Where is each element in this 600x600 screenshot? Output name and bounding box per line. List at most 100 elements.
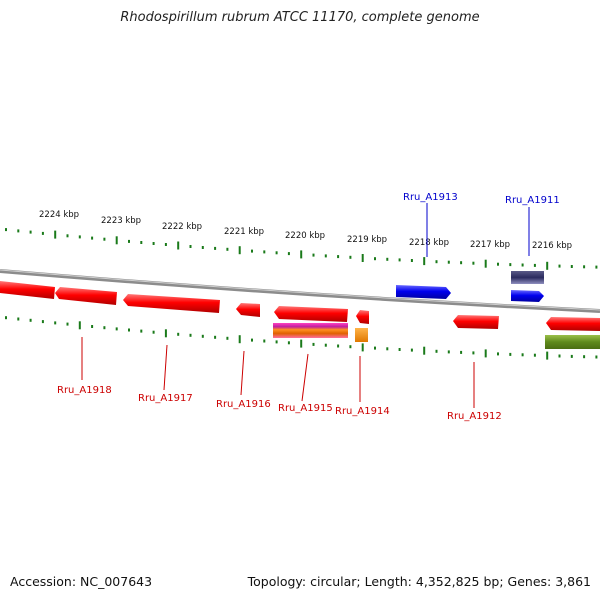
minor-tick	[595, 355, 598, 359]
minor-tick	[226, 247, 229, 251]
minor-tick	[17, 229, 20, 233]
gene-arrow-rru-a1914[interactable]	[356, 310, 369, 324]
gene-arrow-rru-a1912[interactable]	[453, 315, 499, 329]
major-tick	[238, 335, 241, 344]
minor-tick	[17, 317, 20, 321]
minor-tick	[324, 254, 327, 258]
gene-arrow-rru-a1911[interactable]	[511, 290, 544, 302]
feature-olive[interactable]	[545, 335, 600, 349]
minor-tick	[398, 348, 401, 351]
minor-tick	[497, 262, 499, 266]
major-tick	[300, 339, 303, 348]
minor-tick	[435, 260, 438, 264]
minor-tick	[128, 239, 130, 243]
tick-label: 2223 kbp	[101, 216, 141, 226]
minor-tick	[521, 353, 524, 357]
minor-tick	[312, 342, 315, 346]
minor-tick	[152, 242, 155, 245]
tick-labels: 2224 kbp 2223 kbp 2222 kbp 2221 kbp 2220…	[39, 210, 572, 251]
minor-tick	[201, 334, 204, 338]
minor-tick	[251, 338, 253, 342]
minor-tick	[386, 257, 389, 261]
minor-tick	[214, 246, 217, 250]
minor-tick	[533, 263, 536, 267]
minor-tick	[226, 336, 229, 340]
minor-tick	[595, 265, 598, 269]
minor-tick	[472, 261, 475, 265]
minor-tick	[410, 348, 413, 352]
minor-tick	[374, 257, 376, 261]
minor-tick	[103, 326, 106, 330]
gene-label-rru-a1915[interactable]: Rru_A1915	[278, 403, 333, 414]
tick-label: 2222 kbp	[162, 222, 202, 232]
minor-tick	[189, 333, 192, 337]
minor-tick	[570, 265, 573, 268]
gene-arrow-rru-a1917[interactable]	[123, 294, 220, 313]
gene-label-rru-a1912[interactable]: Rru_A1912	[447, 411, 502, 422]
minor-tick	[29, 230, 32, 234]
tick-label: 2221 kbp	[224, 227, 264, 237]
minor-tick	[128, 328, 130, 332]
tick-label: 2224 kbp	[39, 210, 79, 220]
tick-label: 2217 kbp	[470, 240, 510, 250]
gene-label-rru-a1918[interactable]: Rru_A1918	[57, 385, 112, 396]
gene-arrow-rru-a1913[interactable]	[396, 285, 451, 299]
minor-tick	[410, 259, 413, 262]
minor-tick	[570, 354, 573, 358]
gene-label-rru-a1917[interactable]: Rru_A1917	[138, 393, 193, 404]
gene-arrow-rru-a1916[interactable]	[236, 303, 260, 317]
tick-label: 2216 kbp	[532, 241, 572, 251]
minor-tick	[497, 352, 499, 356]
minor-tick	[374, 346, 376, 350]
minor-tick	[214, 335, 217, 339]
minor-tick	[337, 255, 340, 259]
minor-tick	[91, 325, 94, 328]
gene-arrow-rru-a1918[interactable]	[0, 281, 55, 299]
map-title: Rhodospirillum rubrum ATCC 11170, comple…	[120, 10, 480, 25]
major-tick	[54, 230, 57, 239]
gene-arrow-rru-a1917-left[interactable]	[55, 287, 117, 305]
major-tick	[78, 321, 81, 330]
minor-tick	[349, 255, 352, 259]
minor-tick	[189, 245, 192, 248]
minor-tick	[287, 252, 290, 256]
minor-tick	[447, 350, 450, 354]
minor-tick	[66, 322, 69, 326]
genome-backbone	[0, 269, 600, 313]
minor-tick	[337, 344, 340, 348]
feature-orange[interactable]	[355, 328, 368, 342]
gene-arrow-rru-a1915[interactable]	[274, 306, 348, 322]
major-tick	[484, 259, 487, 268]
major-tick	[115, 236, 118, 245]
major-tick	[177, 241, 180, 250]
minor-tick	[324, 343, 327, 347]
gene-label-rru-a1914[interactable]: Rru_A1914	[335, 406, 390, 417]
tick-label: 2218 kbp	[409, 238, 449, 248]
minor-tick	[115, 327, 118, 331]
gene-label-rru-a1911[interactable]: Rru_A1911	[505, 195, 560, 206]
major-tick	[361, 343, 364, 352]
minor-tick	[263, 250, 266, 254]
gene-label-rru-a1916[interactable]: Rru_A1916	[216, 399, 271, 410]
major-tick	[546, 261, 549, 270]
minor-tick	[287, 341, 290, 345]
feature-striped[interactable]	[273, 323, 348, 338]
minor-tick	[263, 339, 266, 343]
leader-rru-a1916	[240, 350, 245, 396]
minor-tick	[521, 263, 524, 267]
minor-tick	[509, 263, 512, 267]
accession-text: Accession: NC_007643	[10, 574, 153, 589]
gene-feature-navy[interactable]	[511, 271, 544, 284]
minor-tick	[460, 350, 463, 354]
minor-tick	[533, 353, 536, 357]
minor-tick	[275, 340, 278, 344]
minor-tick	[78, 235, 81, 239]
minor-tick	[583, 355, 586, 359]
gene-label-rru-a1913[interactable]: Rru_A1913	[403, 192, 458, 203]
gene-arrow-right-edge[interactable]	[546, 317, 600, 331]
minor-tick	[152, 330, 155, 334]
leader-rru-a1917	[163, 344, 168, 391]
minor-tick	[164, 243, 167, 246]
upper-tick-track	[5, 228, 598, 270]
major-tick	[164, 329, 167, 338]
